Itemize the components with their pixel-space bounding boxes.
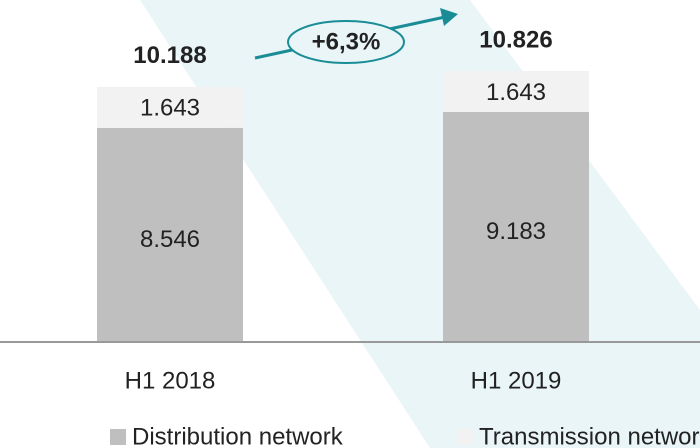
total-label: 10.188: [133, 42, 206, 69]
growth-label: +6,3%: [312, 28, 381, 55]
segment-label: 9.183: [486, 218, 546, 245]
x-tick-label: H1 2018: [125, 367, 216, 394]
segment-label: 1.643: [140, 95, 200, 122]
bar-segment: [97, 86, 243, 128]
growth-bubble: [287, 20, 405, 64]
bar-segment: [97, 127, 243, 342]
x-tick-label: H1 2019: [471, 367, 562, 394]
legend-swatch: [110, 429, 126, 445]
segment-label: 1.643: [486, 79, 546, 106]
total-label: 10.826: [479, 26, 552, 53]
legend-label: Transmission network: [479, 423, 700, 448]
bar-segment: [443, 71, 589, 112]
arrow-head: [440, 8, 458, 26]
legend-swatch: [457, 429, 473, 445]
legend-label: Distribution network: [132, 423, 344, 448]
bar-segment: [443, 111, 589, 342]
segment-label: 8.546: [140, 226, 200, 253]
